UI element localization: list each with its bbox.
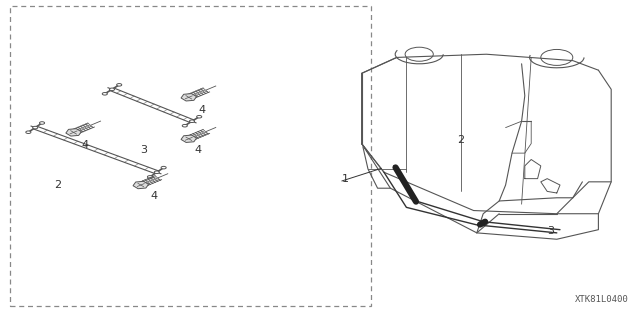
Circle shape bbox=[102, 93, 108, 95]
Circle shape bbox=[161, 167, 166, 169]
Text: 3: 3 bbox=[141, 145, 147, 155]
Text: 3: 3 bbox=[547, 226, 554, 236]
Text: 2: 2 bbox=[54, 180, 61, 190]
Text: 4: 4 bbox=[150, 191, 157, 201]
Text: 4: 4 bbox=[195, 145, 202, 155]
Circle shape bbox=[109, 88, 115, 91]
Circle shape bbox=[189, 120, 195, 122]
Circle shape bbox=[116, 84, 122, 86]
Circle shape bbox=[40, 122, 45, 124]
Circle shape bbox=[182, 124, 188, 127]
Text: 4: 4 bbox=[81, 140, 89, 150]
Polygon shape bbox=[133, 181, 148, 189]
Text: 1: 1 bbox=[342, 174, 349, 184]
Text: XTK81L0400: XTK81L0400 bbox=[575, 295, 628, 304]
Circle shape bbox=[196, 115, 202, 118]
Circle shape bbox=[154, 171, 159, 174]
Text: 4: 4 bbox=[198, 105, 205, 115]
Circle shape bbox=[33, 126, 38, 129]
Polygon shape bbox=[181, 135, 196, 143]
Text: 2: 2 bbox=[457, 135, 465, 145]
Circle shape bbox=[26, 131, 31, 133]
Circle shape bbox=[147, 175, 152, 178]
Polygon shape bbox=[181, 93, 196, 101]
Polygon shape bbox=[66, 129, 81, 136]
